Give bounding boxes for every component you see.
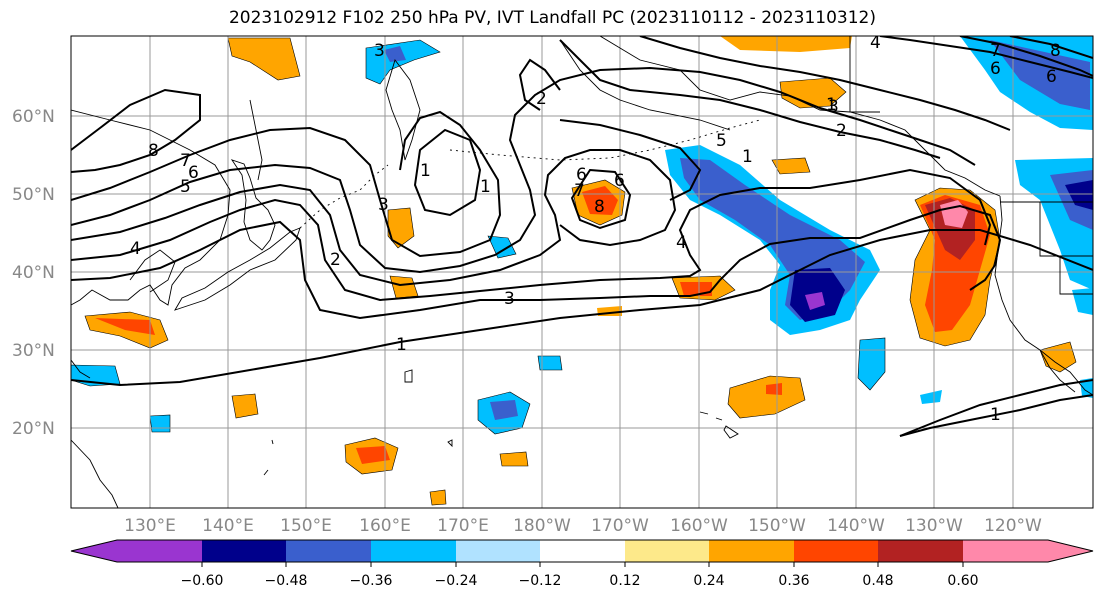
contour-label: 6 — [990, 59, 1001, 79]
contour-label: 8 — [148, 141, 159, 161]
map-title: 2023102912 F102 250 hPa PV, IVT Landfall… — [228, 8, 876, 28]
colorbar-segment — [709, 540, 794, 562]
colorbar-tick-label: 0.48 — [862, 573, 893, 589]
lon-label: 170°W — [591, 516, 649, 536]
pv-contours — [71, 36, 1093, 437]
colorbar-tick-label: −0.60 — [181, 573, 224, 589]
colorbar-tick-label: 0.12 — [609, 573, 640, 589]
colorbar-tick-label: −0.48 — [265, 573, 308, 589]
contour-label: 7 — [990, 41, 1001, 61]
contour-label: 6 — [614, 171, 625, 191]
contour-label: 5 — [716, 131, 727, 151]
contour-labels: 3 1 2 8 7 6 5 4 3 1 3 1 2 5 6 8 7 6 1 4 … — [130, 33, 1061, 425]
lat-label: 20°N — [12, 419, 55, 439]
colorbar-segment — [371, 540, 456, 562]
contour-label: 7 — [180, 151, 191, 171]
colorbar-extend-left — [71, 540, 117, 562]
contour-label: 4 — [130, 239, 141, 259]
contour-label: 3 — [374, 41, 385, 61]
lat-label: 40°N — [12, 263, 55, 283]
lat-label: 30°N — [12, 341, 55, 361]
gridlines — [71, 36, 1093, 508]
contour-label: 2 — [536, 89, 547, 109]
anomaly-shading — [71, 36, 1093, 506]
colorbar-segment — [625, 540, 709, 562]
lon-label: 150°W — [748, 516, 806, 536]
colorbar-segment — [540, 540, 625, 562]
contour-label: 3 — [828, 97, 839, 117]
lon-label: 180°W — [513, 516, 571, 536]
colorbar-tick-label: −0.12 — [519, 573, 562, 589]
lon-label: 140°W — [827, 516, 885, 536]
longitude-labels: 130°E 140°E 150°E 160°E 170°E 180°W 170°… — [124, 516, 1042, 536]
lon-label: 130°W — [905, 516, 963, 536]
contour-label: 1 — [742, 147, 753, 167]
colorbar-tick-label: 0.24 — [693, 573, 724, 589]
contour-label: 3 — [504, 289, 515, 309]
colorbar-segment — [456, 540, 540, 562]
colorbar-segment — [286, 540, 371, 562]
lon-label: 150°E — [280, 516, 332, 536]
contour-label: 7 — [574, 181, 585, 201]
lon-label: 160°W — [670, 516, 728, 536]
contour-label: 3 — [378, 195, 389, 215]
contour-label: 1 — [396, 335, 407, 355]
lat-label: 50°N — [12, 185, 55, 205]
colorbar-segment — [963, 540, 1048, 562]
colorbar-tick-label: −0.24 — [435, 573, 478, 589]
contour-label: 8 — [1050, 41, 1061, 61]
lon-label: 130°E — [124, 516, 176, 536]
coastlines — [71, 36, 1093, 508]
colorbar-segment — [117, 540, 202, 562]
latitude-labels: 60°N 50°N 40°N 30°N 20°N — [12, 107, 55, 439]
contour-label: 1 — [826, 95, 837, 115]
colorbar: −0.60 −0.48 −0.36 −0.24 −0.12 0.12 0.24 … — [70, 539, 1094, 589]
lon-label: 120°W — [984, 516, 1042, 536]
contour-label: 4 — [870, 33, 881, 53]
lon-label: 170°E — [437, 516, 489, 536]
contour-label: 6 — [188, 163, 199, 183]
colorbar-tick-label: 0.36 — [778, 573, 809, 589]
contour-label: 2 — [836, 121, 847, 141]
lat-label: 60°N — [12, 107, 55, 127]
colorbar-tick-label: 0.60 — [947, 573, 978, 589]
contour-label: 6 — [576, 165, 587, 185]
contour-label: 1 — [990, 405, 1001, 425]
contour-label: 6 — [1046, 67, 1057, 87]
colorbar-segment — [794, 540, 878, 562]
contour-label: 8 — [594, 197, 605, 217]
colorbar-segment — [878, 540, 963, 562]
lon-label: 140°E — [202, 516, 254, 536]
contour-label: 4 — [676, 233, 687, 253]
lon-label: 160°E — [359, 516, 411, 536]
contour-label: 2 — [330, 250, 341, 270]
plot-border — [70, 35, 1094, 509]
contour-label: 1 — [420, 161, 431, 181]
contour-label: 1 — [480, 177, 491, 197]
colorbar-segment — [202, 540, 286, 562]
contour-label: 5 — [180, 177, 191, 197]
colorbar-extend-right — [1048, 540, 1093, 562]
colorbar-tick-label: −0.36 — [350, 573, 393, 589]
